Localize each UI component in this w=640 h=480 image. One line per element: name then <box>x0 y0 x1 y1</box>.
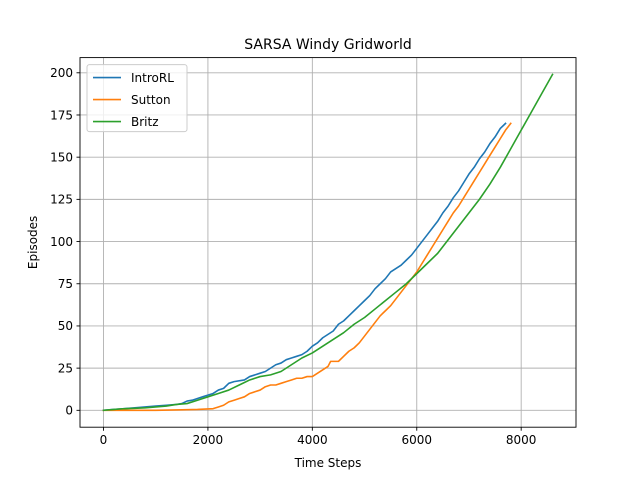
y-axis-label: Episodes <box>26 216 40 269</box>
x-axis-label: Time Steps <box>294 456 362 470</box>
series-line-introrl <box>102 122 507 412</box>
legend-label-introrl: IntroRL <box>131 71 174 85</box>
y-tick-label: 200 <box>50 66 73 80</box>
x-tick-label: 2000 <box>193 433 224 447</box>
plot-lines <box>102 73 554 412</box>
x-tick-label: 0 <box>100 433 108 447</box>
series-line-sutton <box>102 122 512 412</box>
series-line-britz <box>102 73 554 412</box>
y-tick-label: 0 <box>65 404 73 418</box>
y-tick-label: 125 <box>50 193 73 207</box>
y-tick-label: 175 <box>50 108 73 122</box>
y-tick-label: 25 <box>58 361 73 375</box>
plot-frame <box>79 57 577 428</box>
chart-title: SARSA Windy Gridworld <box>244 37 411 53</box>
y-tick-label: 50 <box>58 319 73 333</box>
axis-ticks: 0 2000 4000 6000 8000 0 25 50 75 100 125 150 175 200 <box>50 66 536 447</box>
legend-box <box>86 64 188 133</box>
legend-label-sutton: Sutton <box>131 93 171 107</box>
x-tick-label: 6000 <box>401 433 432 447</box>
grid <box>80 57 576 428</box>
x-tick-label: 4000 <box>297 433 328 447</box>
y-tick-label: 150 <box>50 150 73 164</box>
y-tick-label: 75 <box>58 277 73 291</box>
legend-label-britz: Britz <box>131 115 159 129</box>
legend: IntroRL Sutton Britz <box>86 64 188 133</box>
y-tick-label: 100 <box>50 235 73 249</box>
x-tick-label: 8000 <box>506 433 537 447</box>
